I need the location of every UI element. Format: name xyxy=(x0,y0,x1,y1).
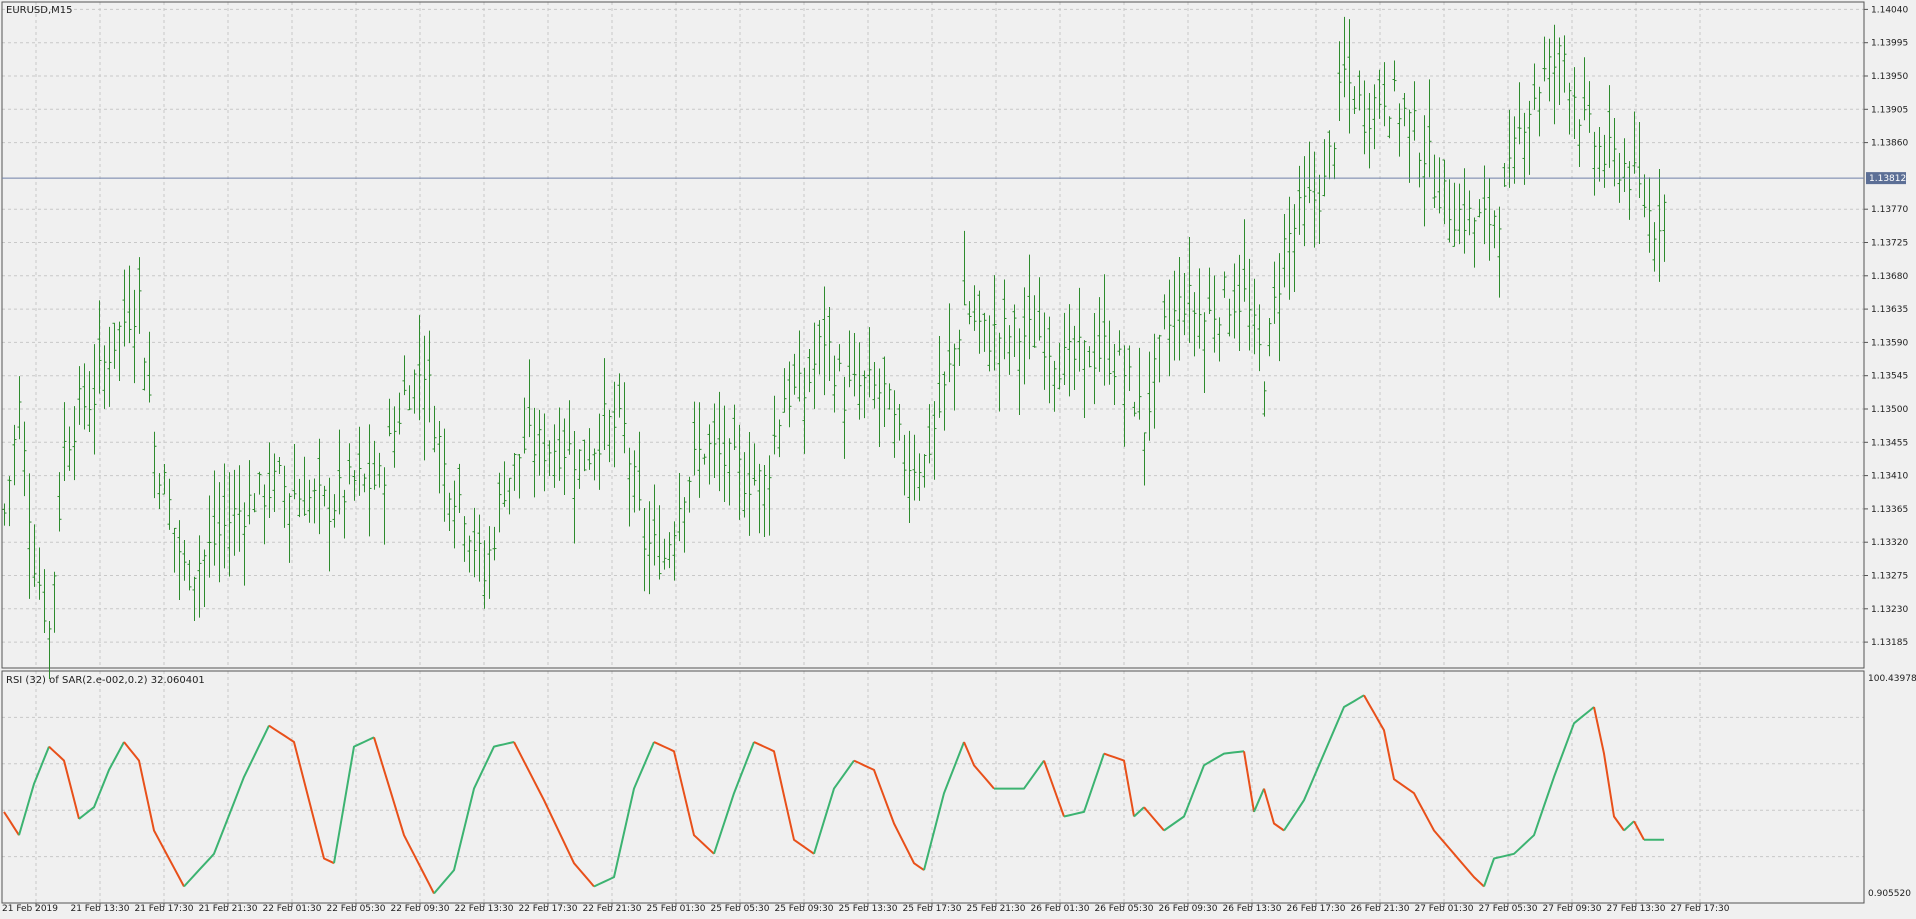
time-tick-label: 25 Feb 05:30 xyxy=(710,904,769,914)
time-tick-label: 27 Feb 13:30 xyxy=(1606,904,1665,914)
price-tick-label: 1.13455 xyxy=(1871,438,1908,448)
rsi-segment-rising xyxy=(433,741,515,895)
rsi-segment-rising xyxy=(1623,820,1635,832)
price-tick-label: 1.13365 xyxy=(1871,505,1908,515)
price-axis: 1.14040 1.13995 1.13950 1.13905 1.13860 1.137… xyxy=(1864,5,1908,648)
price-tick-label: 1.13500 xyxy=(1871,405,1908,415)
price-tick-label: 1.14040 xyxy=(1871,5,1908,15)
rsi-segment-rising xyxy=(333,736,375,864)
rsi-segment-rising xyxy=(1063,753,1105,818)
price-tick-label: 1.13680 xyxy=(1871,272,1908,282)
rsi-segment-rising xyxy=(593,741,655,888)
rsi-segment-falling xyxy=(1143,806,1165,832)
rsi-segment-falling xyxy=(1633,820,1645,841)
price-tick-label: 1.13275 xyxy=(1871,572,1908,582)
rsi-segment-rising xyxy=(713,741,755,855)
time-tick-label: 26 Feb 01:30 xyxy=(1030,904,1089,914)
rsi-segment-rising xyxy=(78,741,125,820)
rsi-segment-rising xyxy=(1133,806,1145,818)
price-bars xyxy=(2,16,1667,679)
rsi-segment-rising xyxy=(18,746,50,836)
price-tick-label: 1.13950 xyxy=(1871,72,1908,82)
time-tick-label: 25 Feb 17:30 xyxy=(902,904,961,914)
rsi-scale-top: 100.439788 xyxy=(1868,674,1916,684)
time-tick-label: 22 Feb 01:30 xyxy=(262,904,321,914)
rsi-segment-falling xyxy=(268,724,335,865)
rsi-segment-rising xyxy=(813,760,855,855)
rsi-indicator-label: RSI (32) of SAR(2.e-002,0.2) 32.060401 xyxy=(6,675,205,686)
time-tick-label: 25 Feb 13:30 xyxy=(838,904,897,914)
price-tick-label: 1.13770 xyxy=(1871,205,1908,215)
rsi-segment-falling xyxy=(653,741,715,855)
rsi-segment-falling xyxy=(48,745,80,820)
price-tick-label: 1.13905 xyxy=(1871,105,1908,115)
symbol-label: EURUSD,M15 xyxy=(6,5,72,16)
rsi-segment-falling xyxy=(513,741,595,888)
rsi-pane-frame xyxy=(1,670,1865,904)
current-price-tag: 1.13812 xyxy=(1866,172,1906,185)
time-tick-label: 21 Feb 13:30 xyxy=(70,904,129,914)
price-tick-label: 1.13185 xyxy=(1871,638,1908,648)
time-tick-label: 22 Feb 21:30 xyxy=(582,904,641,914)
rsi-segment-falling xyxy=(1103,752,1135,817)
time-tick-label: 22 Feb 05:30 xyxy=(326,904,385,914)
price-tick-label: 1.13635 xyxy=(1871,305,1908,315)
rsi-segment-rising xyxy=(1163,750,1245,832)
rsi-lines xyxy=(3,694,1664,895)
rsi-segment-rising xyxy=(1283,694,1365,832)
time-tick-label: 25 Feb 09:30 xyxy=(774,904,833,914)
rsi-segment-falling xyxy=(1243,751,1255,813)
time-tick-label: 25 Feb 01:30 xyxy=(646,904,705,914)
time-tick-label: 22 Feb 13:30 xyxy=(454,904,513,914)
rsi-segment-falling xyxy=(753,741,815,855)
price-tick-label: 1.13590 xyxy=(1871,338,1908,348)
rsi-segment-falling xyxy=(1263,788,1285,832)
time-tick-label: 27 Feb 17:30 xyxy=(1670,904,1729,914)
time-tick-label: 22 Feb 09:30 xyxy=(390,904,449,914)
time-tick-label: 21 Feb 2019 xyxy=(2,904,58,914)
time-tick-label: 26 Feb 13:30 xyxy=(1222,904,1281,914)
time-tick-label: 27 Feb 05:30 xyxy=(1478,904,1537,914)
time-tick-label: 27 Feb 09:30 xyxy=(1542,904,1601,914)
rsi-scale-bottom: 0.905520 xyxy=(1868,889,1911,899)
rsi-segment-rising xyxy=(994,760,1045,790)
time-tick-label: 21 Feb 21:30 xyxy=(198,904,257,914)
rsi-segment-falling xyxy=(1363,694,1485,888)
rsi-axis: 100.439788 0.905520 xyxy=(1868,674,1916,899)
time-tick-label: 21 Feb 17:30 xyxy=(134,904,193,914)
rsi-segment-falling xyxy=(1043,760,1065,817)
time-tick-label: 27 Feb 01:30 xyxy=(1414,904,1473,914)
rsi-grid xyxy=(2,671,1864,903)
rsi-segment-falling xyxy=(373,737,435,894)
rsi-segment-falling xyxy=(963,741,995,790)
rsi-segment-rising xyxy=(1483,706,1595,887)
time-tick-label: 26 Feb 21:30 xyxy=(1350,904,1409,914)
current-price-tag-bg xyxy=(1866,172,1906,185)
rsi-segment-falling xyxy=(853,759,925,871)
price-tick-label: 1.13545 xyxy=(1871,372,1908,382)
rsi-segment-rising xyxy=(923,741,965,871)
price-tick-label: 1.13410 xyxy=(1871,472,1908,482)
rsi-segment-falling xyxy=(1593,706,1625,832)
rsi-segment-rising xyxy=(1253,788,1265,813)
time-tick-label: 26 Feb 05:30 xyxy=(1094,904,1153,914)
time-tick-label: 25 Feb 21:30 xyxy=(966,904,1025,914)
price-tick-label: 1.13320 xyxy=(1871,538,1908,548)
rsi-segment-falling xyxy=(123,741,185,887)
rsi-segment-rising xyxy=(183,725,270,888)
price-tick-label: 1.13230 xyxy=(1871,605,1908,615)
time-tick-label: 22 Feb 17:30 xyxy=(518,904,577,914)
current-price-tag-text: 1.13812 xyxy=(1869,174,1906,184)
price-tick-label: 1.13995 xyxy=(1871,39,1908,49)
time-tick-label: 26 Feb 17:30 xyxy=(1286,904,1345,914)
main-grid xyxy=(2,2,1864,668)
main-pane-frame xyxy=(1,1,1865,669)
price-tick-label: 1.13860 xyxy=(1871,139,1908,149)
time-axis: 21 Feb 2019 21 Feb 13:30 21 Feb 17:30 21 Fe… xyxy=(2,903,1730,914)
time-tick-label: 26 Feb 09:30 xyxy=(1158,904,1217,914)
price-tick-label: 1.13725 xyxy=(1871,239,1908,249)
rsi-segment-falling xyxy=(3,811,20,836)
